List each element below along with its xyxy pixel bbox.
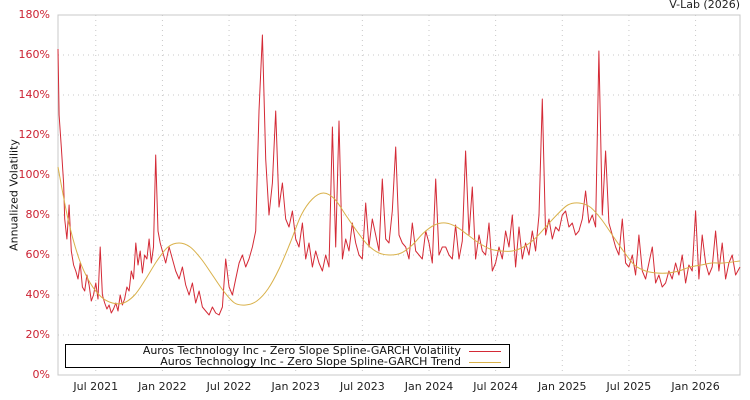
legend-label-trend: Auros Technology Inc - Zero Slope Spline… <box>160 355 461 368</box>
x-tick-label: Jan 2023 <box>271 380 320 393</box>
plot-frame <box>57 14 741 376</box>
y-tick-label: 60% <box>25 248 50 261</box>
chart-legend: Auros Technology Inc - Zero Slope Spline… <box>65 344 510 368</box>
x-tick-label: Jul 2023 <box>339 380 385 393</box>
y-axis-label: Annualized Volatility <box>7 139 21 251</box>
legend-label-volatility: Auros Technology Inc - Zero Slope Spline… <box>142 344 461 357</box>
y-tick-label: 40% <box>25 288 50 301</box>
x-tick-label: Jan 2024 <box>404 380 454 393</box>
x-tick-label: Jul 2024 <box>473 380 519 393</box>
y-tick-label: 100% <box>18 168 50 181</box>
legend-swatch-volatility <box>469 350 501 352</box>
legend-item-trend: Auros Technology Inc - Zero Slope Spline… <box>160 356 501 368</box>
y-tick-label: 140% <box>18 88 50 101</box>
x-tick-label: Jul 2025 <box>606 380 652 393</box>
y-tick-label: 20% <box>25 328 50 341</box>
trend-line <box>57 166 741 306</box>
x-tick-label: Jan 2022 <box>138 380 187 393</box>
chart-credit: V-Lab (2026) <box>669 0 740 11</box>
y-tick-label: 180% <box>18 8 50 21</box>
legend-item-volatility: Auros Technology Inc - Zero Slope Spline… <box>143 345 501 357</box>
x-tick-label: Jul 2021 <box>73 380 119 393</box>
x-tick-label: Jan 2025 <box>538 380 587 393</box>
y-tick-label: 160% <box>18 48 50 61</box>
legend-swatch-trend <box>469 361 501 363</box>
volatility-line <box>57 34 741 316</box>
y-tick-label: 0% <box>32 368 50 381</box>
x-tick-label: Jan 2026 <box>671 380 720 393</box>
x-tick-label: Jul 2022 <box>206 380 252 393</box>
y-tick-label: 120% <box>18 128 50 141</box>
y-tick-label: 80% <box>25 208 50 221</box>
